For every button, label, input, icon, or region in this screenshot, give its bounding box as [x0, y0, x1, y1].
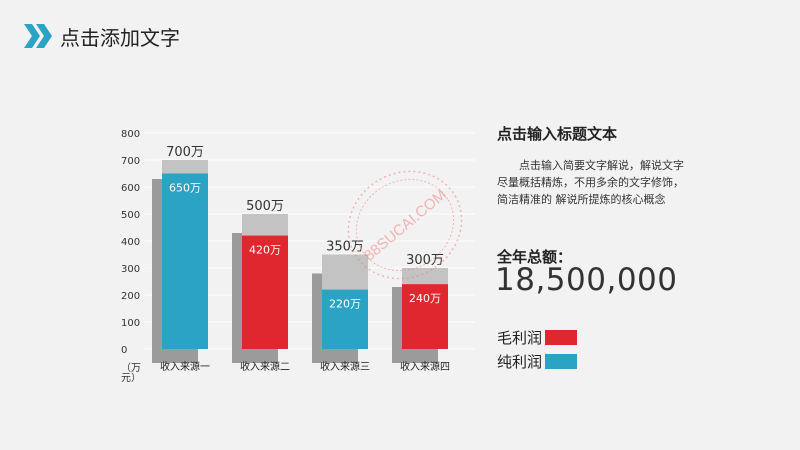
- watermark-text: 88SUCAI.COM: [361, 186, 450, 264]
- total-label: 全年总额：: [497, 248, 573, 266]
- watermark-stamp: 88SUCAI.COM: [347, 170, 463, 280]
- y-axis-label: （万: [121, 362, 141, 374]
- y-tick-label: 400: [121, 237, 140, 248]
- header: 点击添加文字: [0, 0, 800, 72]
- y-tick-label: 300: [121, 264, 140, 275]
- data-label-gross: 300万: [406, 253, 444, 268]
- total-value: 18,500,000: [495, 262, 678, 298]
- page-title: 点击添加文字: [60, 26, 180, 50]
- data-label-net: 220万: [329, 298, 361, 311]
- y-tick-label: 500: [121, 210, 140, 221]
- category-label: 收入来源二: [240, 360, 290, 373]
- panel-title: 点击输入标题文本: [497, 125, 618, 143]
- bar-net: [242, 235, 288, 349]
- double-chevron-icon: [24, 24, 52, 48]
- y-axis-label: 元）: [121, 372, 141, 384]
- data-label-net: 240万: [409, 292, 441, 305]
- data-label-net: 650万: [169, 182, 201, 195]
- category-label: 收入来源一: [160, 360, 210, 373]
- bar-net: [322, 289, 368, 349]
- legend-item-gross-profit: 毛利润: [497, 327, 578, 348]
- legend-swatch: [545, 354, 578, 369]
- bar-net: [162, 173, 208, 349]
- legend-item-net-profit: 纯利润: [497, 351, 578, 372]
- y-tick-label: 100: [121, 318, 140, 329]
- y-tick-label: 600: [121, 183, 140, 194]
- data-label-gross: 350万: [326, 240, 364, 255]
- data-label-gross: 700万: [166, 145, 204, 160]
- y-tick-label: 200: [121, 291, 140, 302]
- legend-label: 毛利润: [497, 329, 543, 347]
- y-tick-label: 800: [121, 129, 140, 140]
- y-tick-label: 0: [121, 345, 127, 356]
- data-label-net: 420万: [249, 244, 281, 257]
- data-label-gross: 500万: [246, 199, 284, 214]
- panel-description: 点击输入简要文字解说，解说文字尽量概括精炼，不用多余的文字修饰，简洁精准的 解说…: [497, 159, 684, 206]
- category-label: 收入来源三: [320, 360, 370, 373]
- legend-label: 纯利润: [497, 353, 543, 371]
- category-label: 收入来源四: [400, 360, 450, 373]
- y-tick-label: 700: [121, 156, 140, 167]
- bar-net: [402, 284, 448, 349]
- legend-swatch: [545, 330, 578, 345]
